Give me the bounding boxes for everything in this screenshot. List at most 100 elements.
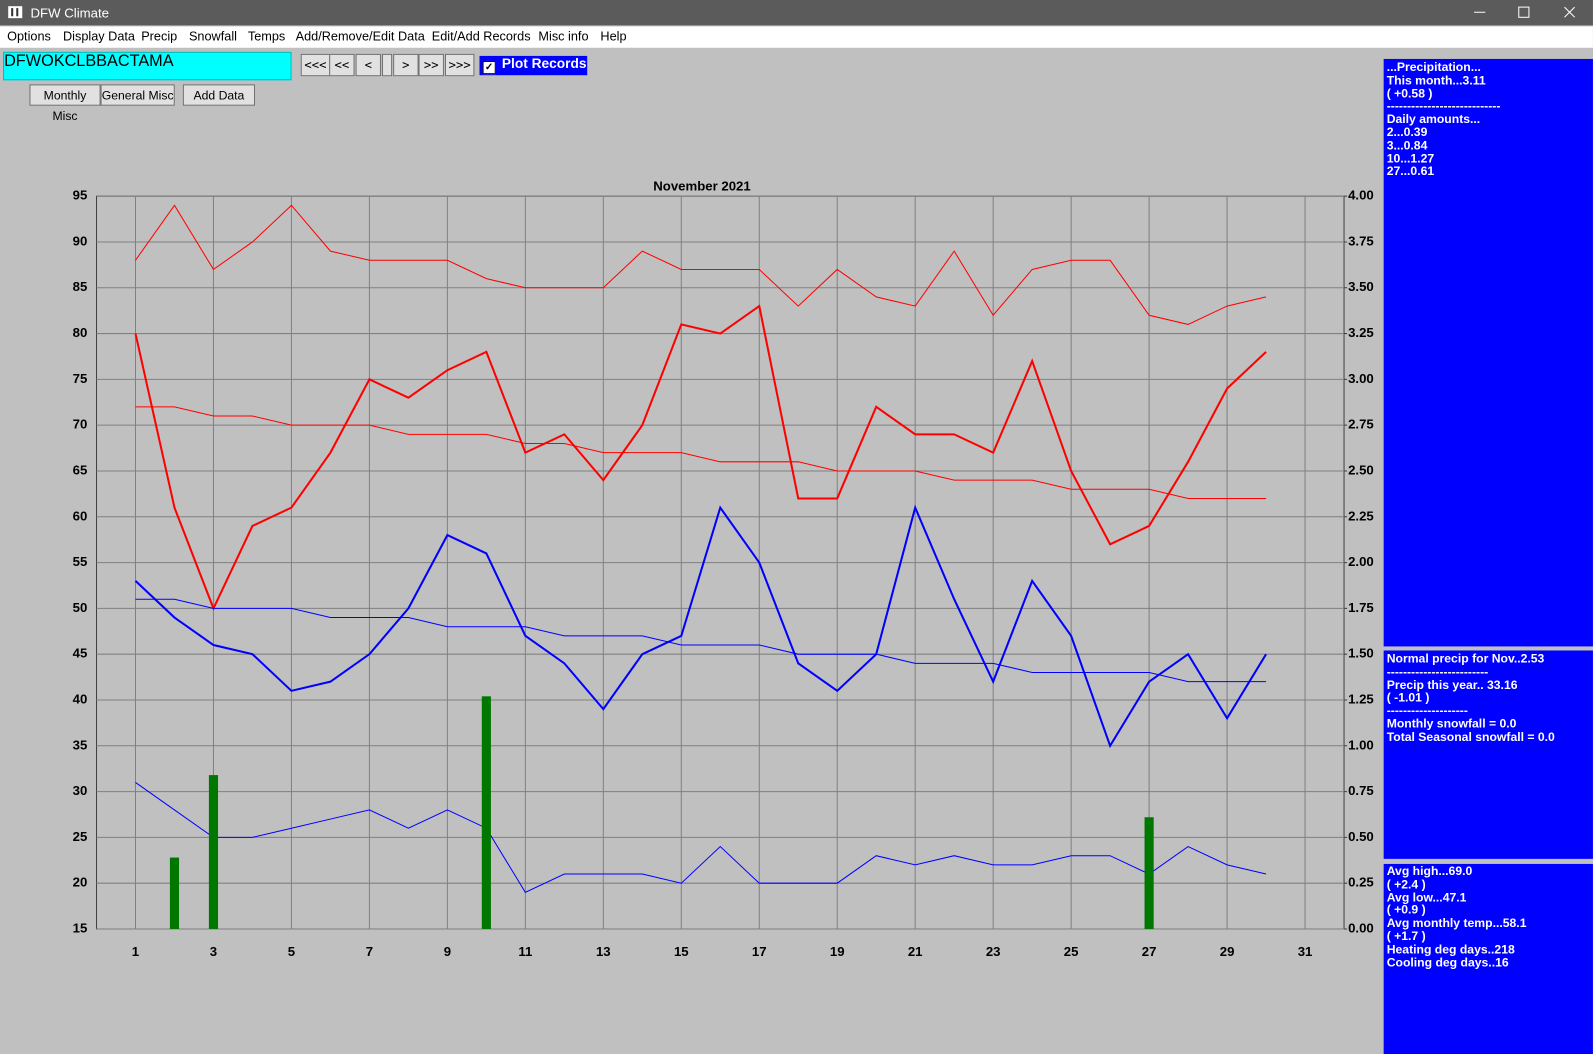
y-tick-label: 40 <box>73 691 88 706</box>
radio-label: AMA <box>138 52 174 71</box>
info-line: 10...1.27 <box>1386 151 1435 166</box>
nav-button[interactable]: <<< <box>300 53 331 77</box>
x-tick-label: 19 <box>830 944 845 959</box>
data-line <box>134 304 1267 611</box>
y2-tick-label: 1.50 <box>1348 646 1374 661</box>
y2-tick-label: 2.50 <box>1348 462 1374 477</box>
info-line: Total Seasonal snowfall = 0.0 <box>1386 729 1555 744</box>
y2-tick-label: 0.00 <box>1348 920 1374 935</box>
x-tick-label: 5 <box>288 944 295 959</box>
info-line: ( +1.7 ) <box>1386 928 1426 944</box>
menu-item[interactable]: Edit/Add Records <box>431 29 531 44</box>
x-tick-label: 29 <box>1220 944 1235 959</box>
info-line: 27...0.61 <box>1386 164 1435 179</box>
y-tick-label: 70 <box>73 417 88 432</box>
radio-label: OKC <box>41 52 77 71</box>
chart: November 2021 15202530354045505560657075… <box>73 178 1374 959</box>
info-line: Daily amounts... <box>1386 111 1481 127</box>
precip-bar <box>481 696 491 929</box>
radio-option[interactable]: ACT <box>107 53 138 70</box>
season-panel: Normal precip for Nov..2.53 -------------… <box>1383 650 1593 859</box>
y2-tick-label: 0.75 <box>1348 783 1374 798</box>
nav-button[interactable]: >>> <box>444 53 475 77</box>
window-controls[interactable] <box>1463 0 1593 25</box>
plot-records-checkbox[interactable]: ✓ Plot Records <box>479 55 588 76</box>
checkbox[interactable]: ✓ <box>482 60 496 75</box>
y-tick-label: 50 <box>73 600 88 615</box>
radio-label: LBB <box>76 52 108 71</box>
y-tick-label: 80 <box>73 325 88 340</box>
data-line <box>135 598 1267 683</box>
button[interactable]: General Misc <box>100 84 175 106</box>
info-line: ...Precipitation... <box>1386 59 1481 75</box>
title-bar: DFW Climate <box>0 0 1593 26</box>
y-tick-label: 15 <box>73 920 88 935</box>
x-tick-label: 15 <box>674 944 689 959</box>
menu-item[interactable]: Display Data <box>62 29 135 44</box>
chart-title: November 2021 <box>653 178 750 193</box>
menu-item[interactable]: Snowfall <box>188 29 237 44</box>
info-line: Avg monthly temp...58.1 <box>1386 915 1527 931</box>
y-tick-label: 85 <box>73 279 88 294</box>
y2-tick-label: 2.75 <box>1348 417 1374 432</box>
menu-item[interactable]: Precip <box>141 29 178 44</box>
y2-tick-label: 2.00 <box>1348 554 1374 569</box>
y2-tick-label: 1.25 <box>1348 691 1374 706</box>
info-line: This month...3.11 <box>1386 72 1486 88</box>
x-tick-label: 25 <box>1064 944 1079 959</box>
menu-bar: Options Display Data Precip Snowfall Temps Ad… <box>0 26 1593 48</box>
button[interactable]: Monthly Misc <box>29 84 101 123</box>
info-line: ( +0.9 ) <box>1386 902 1426 918</box>
precip-bar <box>208 775 219 929</box>
nav-button[interactable]: > <box>393 53 419 77</box>
y-tick-label: 35 <box>73 737 88 752</box>
y2-tick-label: 3.00 <box>1348 371 1374 386</box>
info-line: ( +2.4 ) <box>1386 876 1426 892</box>
x-tick-label: 17 <box>752 944 767 959</box>
station-selector: DFWOKCLBBACTAMA <box>3 51 292 81</box>
info-line: ---------------------------- <box>1386 98 1501 114</box>
menu-item[interactable]: Options <box>7 29 51 44</box>
radio-option[interactable]: LBB <box>76 53 107 70</box>
nav-button[interactable]: < <box>355 53 381 77</box>
menu-item[interactable]: Misc info <box>538 29 589 44</box>
y-tick-label: 45 <box>73 646 88 661</box>
data-line <box>135 204 1267 325</box>
y-tick-label: 20 <box>73 875 88 890</box>
info-line: ( +0.58 ) <box>1386 85 1433 101</box>
menu-item[interactable]: Help <box>600 29 627 44</box>
radio-label: ACT <box>107 52 139 71</box>
info-line: -------------------- <box>1386 703 1468 718</box>
x-tick-label: 7 <box>366 944 373 959</box>
x-tick-label: 9 <box>444 944 451 959</box>
nav-spacer[interactable] <box>381 53 393 77</box>
y2-tick-label: 3.50 <box>1348 279 1374 294</box>
info-line: ( -1.01 ) <box>1386 690 1430 705</box>
precip-bar <box>169 857 180 929</box>
nav-button[interactable]: << <box>329 53 355 77</box>
info-line: 2...0.39 <box>1386 125 1428 140</box>
button[interactable]: Add Data <box>182 84 255 106</box>
precip-panel: ...Precipitation... This month...3.11( +0… <box>1383 58 1593 647</box>
radio-option[interactable]: OKC <box>41 53 76 70</box>
data-line <box>135 406 1267 499</box>
data-line <box>135 782 1267 894</box>
radio-label: DFW <box>4 52 42 71</box>
data-line <box>134 504 1267 749</box>
x-tick-label: 23 <box>986 944 1001 959</box>
y2-tick-label: 0.50 <box>1348 829 1374 844</box>
info-line: Precip this year.. 33.16 <box>1386 677 1518 692</box>
menu-item[interactable]: Temps <box>247 29 286 44</box>
window-title: DFW Climate <box>30 5 109 21</box>
nav-button[interactable]: >> <box>418 53 444 77</box>
y2-tick-label: 1.75 <box>1348 600 1374 615</box>
menu-item[interactable]: Add/Remove/Edit Data <box>295 29 425 44</box>
y2-tick-label: 1.00 <box>1348 737 1374 752</box>
y-tick-label: 65 <box>73 462 88 477</box>
app-icon <box>8 6 23 19</box>
info-line: Cooling deg days..16 <box>1386 954 1509 970</box>
radio-option[interactable]: AMA <box>138 53 173 70</box>
y2-tick-label: 2.25 <box>1348 508 1374 523</box>
info-line: Monthly snowfall = 0.0 <box>1386 716 1517 731</box>
radio-option[interactable]: DFW <box>4 53 41 70</box>
